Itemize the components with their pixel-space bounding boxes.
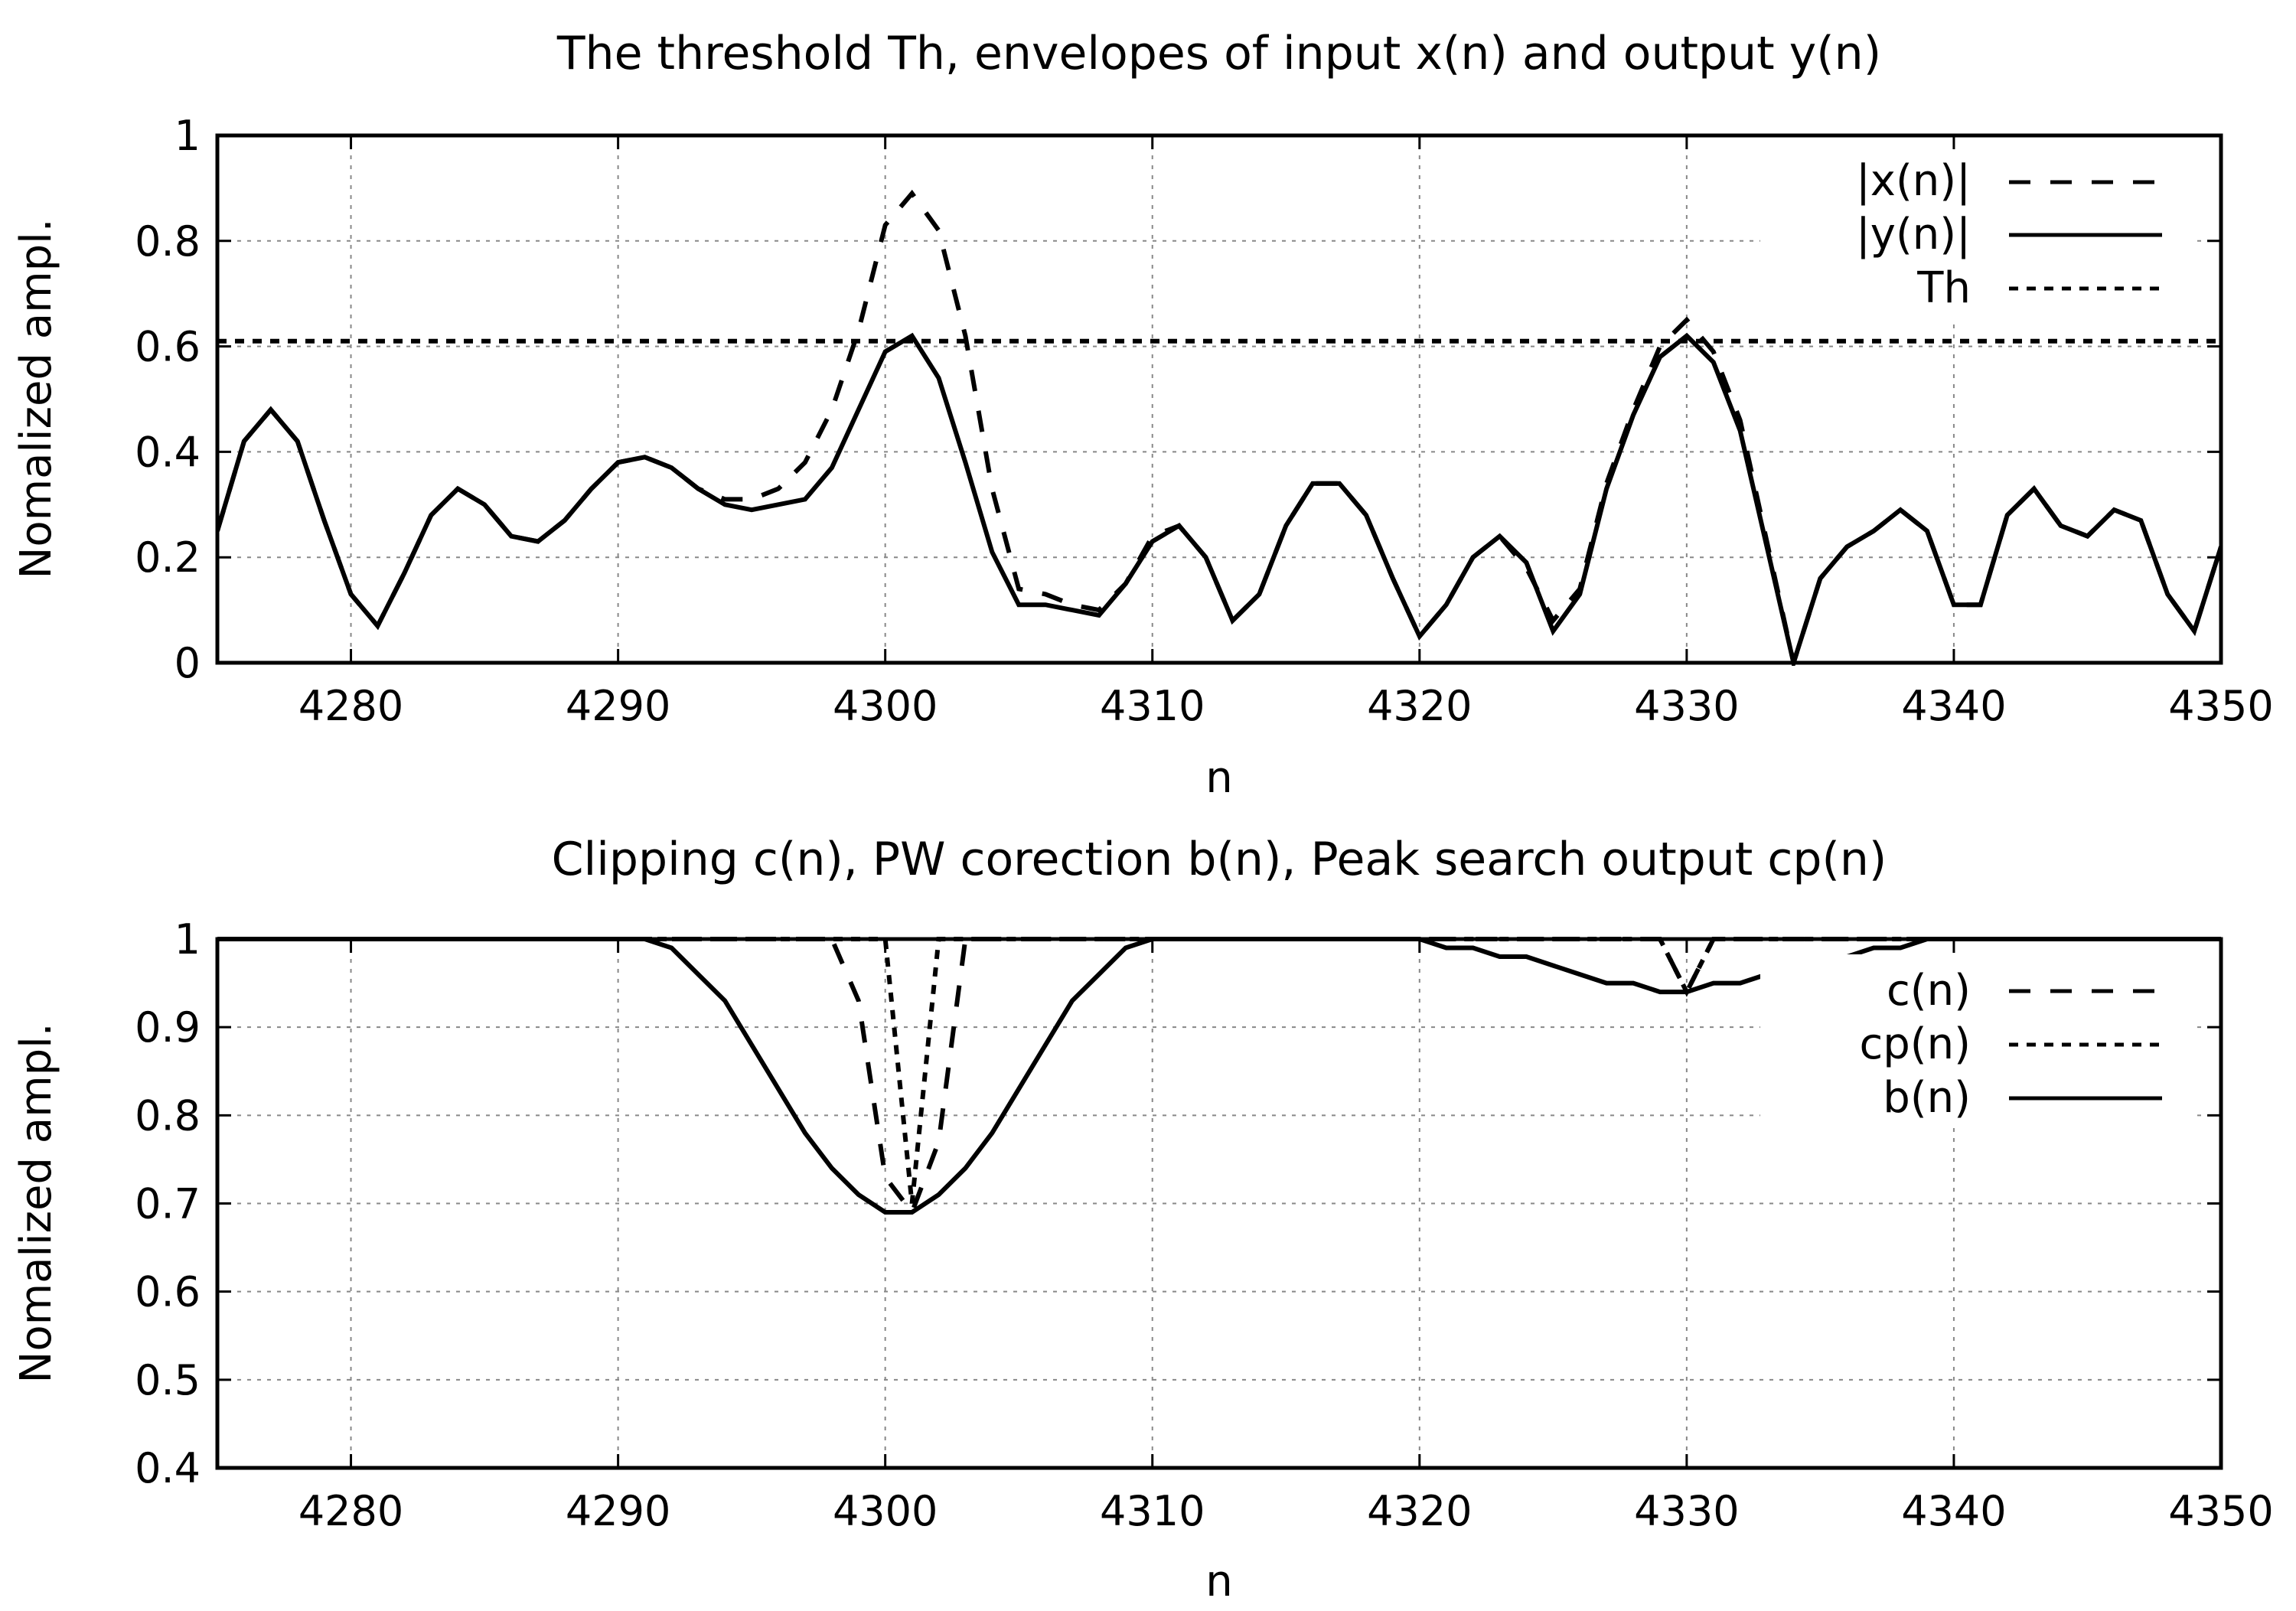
y-tick-label: 1: [174, 112, 201, 160]
legend-label-c: c(n): [1887, 966, 1971, 1016]
top-plot: The threshold Th, envelopes of input x(n…: [11, 27, 2274, 803]
series-line-cn: [217, 937, 2221, 1218]
bottom-plot-ylabel: Nomalized ampl.: [11, 1022, 61, 1383]
legend-label-cp: cp(n): [1859, 1019, 1971, 1069]
series-line-cpn: [217, 937, 2221, 1204]
y-tick-label: 0: [174, 639, 201, 687]
x-tick-label: 4300: [833, 682, 938, 730]
y-tick-label: 0.6: [135, 323, 201, 371]
legend-background: [1760, 954, 2197, 1123]
x-tick-label: 4310: [1100, 1487, 1205, 1535]
legend-label-th: Th: [1916, 263, 1971, 313]
plot-frame: [215, 133, 2223, 665]
x-tick-label: 4350: [2168, 682, 2273, 730]
legend-label-b: b(n): [1883, 1073, 1971, 1123]
y-tick-label: 0.4: [135, 1444, 201, 1492]
top-plot-xlabel: n: [1205, 753, 1233, 803]
y-tick-label: 0.8: [135, 217, 201, 266]
x-tick-label: 4330: [1634, 1487, 1739, 1535]
y-tick-label: 0.5: [135, 1356, 201, 1404]
y-tick-label: 0.8: [135, 1091, 201, 1140]
x-tick-label: 4340: [1901, 1487, 2006, 1535]
y-tick-label: 0.9: [135, 1003, 201, 1052]
x-tick-label: 4290: [566, 1487, 670, 1535]
x-tick-label: 4300: [833, 1487, 938, 1535]
legend-label-y: |y(n)|: [1856, 210, 1971, 259]
x-tick-label: 4280: [298, 682, 403, 730]
bottom-plot: Clipping c(n), PW corection b(n), Peak s…: [11, 833, 2274, 1606]
plot-frame: [215, 937, 2223, 1470]
bottom-plot-title: Clipping c(n), PW corection b(n), Peak s…: [552, 833, 1887, 886]
legend-label-x: |x(n)|: [1856, 156, 1971, 206]
x-tick-label: 4350: [2168, 1487, 2273, 1535]
x-tick-label: 4310: [1100, 682, 1205, 730]
bottom-plot-legend: c(n) cp(n) b(n): [1859, 966, 2162, 1123]
y-tick-label: 1: [174, 915, 201, 964]
x-tick-label: 4280: [298, 1487, 403, 1535]
x-tick-label: 4320: [1367, 682, 1472, 730]
series-line-yn: [217, 332, 2221, 666]
y-tick-label: 0.6: [135, 1268, 201, 1316]
y-tick-label: 0.4: [135, 428, 201, 476]
top-plot-title: The threshold Th, envelopes of input x(n…: [556, 27, 1881, 80]
x-tick-label: 4340: [1901, 682, 2006, 730]
x-tick-label: 4290: [566, 682, 670, 730]
x-tick-label: 4320: [1367, 1487, 1472, 1535]
top-plot-legend: |x(n)| |y(n)| Th: [1856, 156, 2162, 313]
top-plot-ylabel: Nomalized ampl.: [11, 218, 61, 579]
bottom-plot-xlabel: n: [1205, 1557, 1233, 1606]
x-tick-label: 4330: [1634, 682, 1739, 730]
y-tick-label: 0.2: [135, 533, 201, 582]
y-tick-label: 0.7: [135, 1180, 201, 1228]
